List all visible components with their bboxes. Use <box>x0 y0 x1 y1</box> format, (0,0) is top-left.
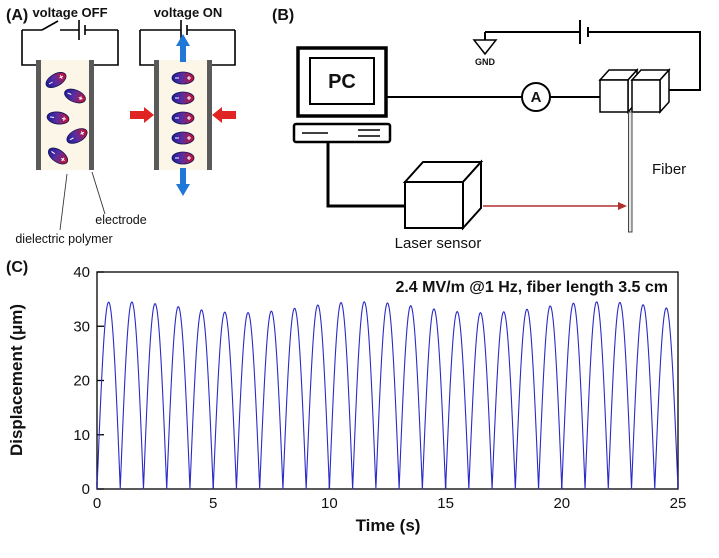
electrode-bar-right <box>89 60 94 170</box>
electrode-bar-right <box>207 60 212 170</box>
squeeze-right-arrow-icon <box>212 107 236 123</box>
plot-axes-box <box>96 271 679 490</box>
electrode-block-left <box>598 68 639 114</box>
dipole-ellipse <box>171 71 195 85</box>
circuit-wire <box>139 30 236 66</box>
dielectric-polymer-label: dielectric polymer <box>15 232 112 246</box>
electrode-block-right <box>630 68 671 114</box>
gnd-icon: GND <box>472 32 498 67</box>
panel-a: (A) voltage OFF voltage ON <box>6 5 236 246</box>
laser-sensor-box <box>402 159 484 231</box>
battery-icon <box>180 20 188 40</box>
dipole-ellipse <box>171 111 195 125</box>
dipole-ellipse <box>171 91 195 105</box>
panel-a-callouts: electrode dielectric polymer <box>15 171 147 246</box>
axis-ticks: 0 5 10 15 20 25 0 10 20 30 40 <box>73 264 686 512</box>
x-tick-label: 0 <box>93 495 101 512</box>
ammeter-label: A <box>531 89 542 106</box>
x-tick-label: 15 <box>437 495 454 512</box>
panel-a-label: (A) <box>6 7 28 24</box>
electrode-leader-line <box>91 171 106 215</box>
voltage-on-cell <box>130 20 236 196</box>
ammeter-icon: A <box>521 82 551 112</box>
panel-b: (B) PC GND A <box>272 7 701 252</box>
x-tick-label: 25 <box>670 495 687 512</box>
battery-icon <box>579 20 589 44</box>
expand-down-arrow-icon <box>176 168 190 196</box>
voltage-on-label: voltage ON <box>154 5 223 20</box>
y-axis-label: Displacement (μm) <box>7 304 26 456</box>
panel-b-label: (B) <box>272 7 294 24</box>
displacement-curve <box>96 301 679 490</box>
pc-label: PC <box>328 71 356 93</box>
gnd-label: GND <box>475 57 496 67</box>
fiber-line <box>628 111 633 233</box>
y-tick-label: 30 <box>73 318 90 335</box>
electrode-bar-left <box>154 60 159 170</box>
dipole-ellipse <box>171 131 195 145</box>
voltage-off-cell <box>21 20 119 170</box>
x-tick-label: 20 <box>553 495 570 512</box>
x-tick-label: 10 <box>321 495 338 512</box>
open-switch-icon <box>41 20 59 31</box>
expand-up-arrow-icon <box>176 34 190 62</box>
laser-sensor-label: Laser sensor <box>395 235 482 252</box>
y-tick-label: 0 <box>82 481 90 498</box>
x-tick-label: 5 <box>209 495 217 512</box>
y-tick-label: 10 <box>73 427 90 444</box>
voltage-off-label: voltage OFF <box>32 5 107 20</box>
x-axis-label: Time (s) <box>356 516 421 535</box>
pc-monitor: PC <box>296 46 388 118</box>
chart-annotation: 2.4 MV/m @1 Hz, fiber length 3.5 cm <box>395 279 668 296</box>
electrode-bar-left <box>36 60 41 170</box>
electrode-label: electrode <box>95 213 146 227</box>
sensor-cable-wire <box>326 142 405 208</box>
panel-c-chart: (C) 0 5 10 15 20 25 0 10 20 30 40 2.4 MV/m @1 Hz, … <box>6 259 686 535</box>
dielectric-leader-line <box>59 173 68 231</box>
y-tick-label: 20 <box>73 373 90 390</box>
y-tick-label: 40 <box>73 264 90 281</box>
dipole-ellipse <box>171 151 195 165</box>
squeeze-left-arrow-icon <box>130 107 154 123</box>
top-circuit-wire <box>485 31 701 91</box>
laser-beam-arrow <box>483 202 627 210</box>
fiber-label: Fiber <box>652 161 686 178</box>
battery-icon <box>78 20 86 40</box>
keyboard <box>292 122 392 144</box>
circuit-wire <box>21 30 119 66</box>
panel-c-label: (C) <box>6 259 28 276</box>
